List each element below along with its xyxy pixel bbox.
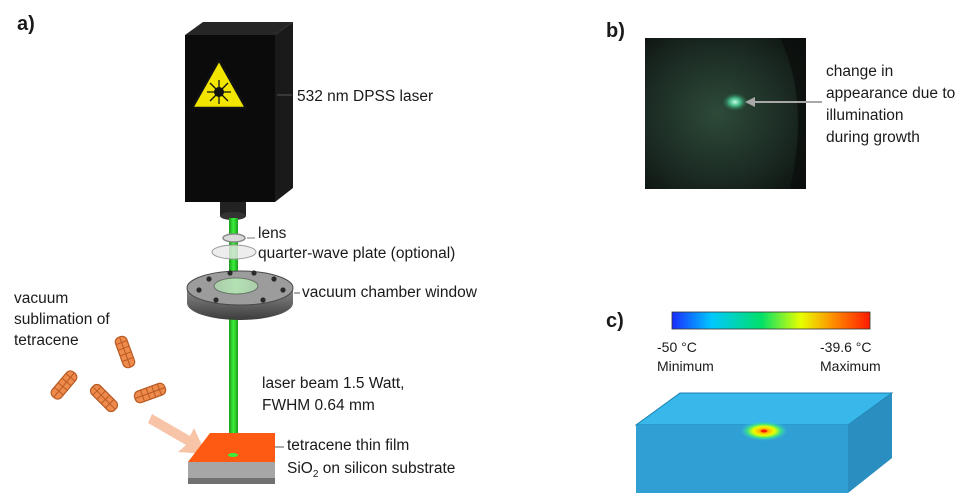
beam-label-line2: FWHM 0.64 mm (262, 397, 375, 414)
substrate (188, 433, 275, 484)
panel-label-a: a) (17, 13, 35, 35)
vacuum-chamber-window (186, 270, 294, 320)
quarter-wave-plate (211, 244, 257, 260)
laser-body (185, 22, 293, 220)
panel-label-c: c) (606, 310, 624, 332)
temperature-slab (634, 392, 894, 493)
laser-label: 532 nm DPSS laser (297, 88, 434, 105)
colorbar-max-label: Maximum (820, 358, 881, 374)
photo-annotation-line3: illumination (826, 107, 904, 124)
annotation-arrow (745, 97, 822, 107)
colorbar (671, 311, 871, 330)
colorbar-max-value: -39.6 °C (820, 339, 872, 355)
substrate-prefix: SiO (287, 460, 313, 477)
deposition-arrow (148, 414, 206, 454)
sublimation-label-line3: tetracene (14, 332, 79, 349)
colorbar-min-value: -50 °C (657, 339, 697, 355)
sublimation-label-line1: vacuum (14, 290, 69, 307)
photo-annotation-line1: change in (826, 63, 894, 80)
photo-annotation-line4: during growth (826, 129, 920, 146)
lens-label: lens (258, 225, 287, 242)
growth-photo (645, 38, 806, 189)
substrate-label: SiO2 on silicon substrate (287, 459, 455, 485)
substrate-subscript: 2 (312, 469, 319, 481)
sublimation-label-line2: sublimation of (14, 311, 110, 328)
qwp-label: quarter-wave plate (optional) (258, 245, 456, 262)
laser-warning-icon (190, 58, 248, 110)
photo-annotation-line2: appearance due to (826, 85, 956, 102)
beam-label-line1: laser beam 1.5 Watt, (262, 375, 405, 392)
lens (222, 233, 246, 243)
window-label: vacuum chamber window (302, 284, 477, 301)
panel-label-b: b) (606, 20, 625, 42)
colorbar-min-label: Minimum (657, 358, 714, 374)
film-label: tetracene thin film (287, 437, 410, 454)
laser-beam (229, 218, 238, 466)
substrate-suffix: on silicon substrate (318, 460, 456, 477)
